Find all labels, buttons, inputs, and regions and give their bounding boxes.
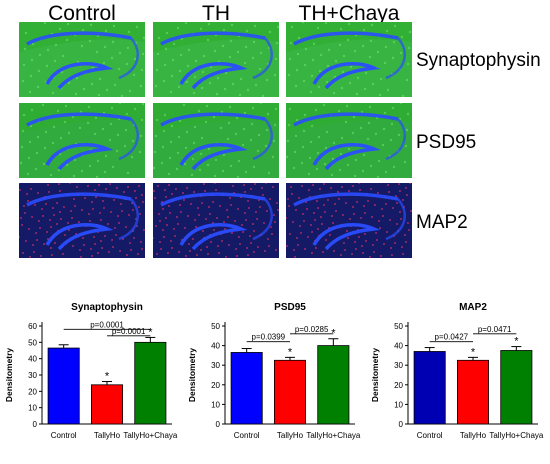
column-title-th: TH (202, 2, 230, 25)
psd95-x-tick-label: TallyHo+Chaya (306, 431, 361, 440)
synaptophysin-chart-title: Synaptophysin (71, 302, 143, 313)
micrograph-synaptophysin-th (153, 22, 279, 97)
psd95-y-tick-label: 10 (211, 400, 220, 409)
map2-significance-star: * (514, 336, 519, 348)
psd95-p-value: p=0.0285 (295, 325, 329, 334)
synaptophysin-y-tick-label: 0 (33, 420, 38, 429)
synaptophysin-x-tick-label: Control (51, 431, 77, 440)
synaptophysin-y-axis-label: Densitometry (4, 348, 14, 403)
synaptophysin-y-tick-label: 20 (28, 387, 37, 396)
psd95-bar-control (230, 352, 263, 425)
map2-p-value: p=0.0427 (435, 333, 469, 342)
column-title-th-chaya: TH+Chaya (298, 2, 400, 25)
synaptophysin-y-tick-label: 30 (28, 371, 37, 380)
synaptophysin-y-tick-label: 50 (28, 338, 37, 347)
micrograph-map2-th (153, 183, 279, 258)
map2-y-tick-label: 20 (394, 381, 403, 390)
micrograph-map2-th-chaya (286, 183, 412, 258)
psd95-significance-star: * (288, 346, 293, 358)
psd95-chart-title: PSD95 (274, 302, 306, 313)
synaptophysin-bar-tallyho-chaya (134, 341, 167, 425)
row-label-synaptophysin: Synaptophysin (416, 50, 541, 71)
micrograph-map2-control (19, 183, 145, 258)
chart-psd95: PSD95 Densitometry 0 10 20 30 40 50 Control Tally… (183, 296, 363, 464)
psd95-y-tick-label: 30 (211, 361, 220, 370)
map2-x-tick-label: Control (417, 431, 443, 440)
map2-x-tick-label: TallyHo+Chaya (489, 431, 544, 440)
synaptophysin-p-value: p=0.0001 (90, 320, 124, 329)
psd95-x-tick-label: Control (234, 431, 260, 440)
chart-map2-svg: MAP2 Densitometry 0 10 20 30 40 50 Control TallyH… (370, 302, 544, 440)
micrograph-psd95-th (153, 103, 279, 178)
map2-y-tick-label: 30 (394, 361, 403, 370)
map2-p-value: p=0.0471 (478, 325, 512, 334)
map2-y-tick-label: 10 (394, 400, 403, 409)
psd95-bar-tallyho-chaya (317, 345, 350, 425)
column-title-control: Control (48, 2, 116, 25)
row-label-map2: MAP2 (416, 212, 468, 233)
micrograph-psd95-th-chaya (286, 103, 412, 178)
synaptophysin-y-tick-label: 60 (28, 322, 37, 331)
map2-bar-tallyho-chaya (500, 350, 533, 425)
psd95-y-axis-label: Densitometry (187, 348, 197, 403)
chart-synaptophysin-svg: Synaptophysin Densitometry 0 10 20 30 40 50 60 Co… (4, 302, 178, 440)
synaptophysin-significance-star: * (148, 326, 153, 338)
synaptophysin-p-value: p=0.0001 (112, 327, 146, 336)
map2-chart-title: MAP2 (459, 302, 487, 313)
map2-y-tick-label: 0 (399, 420, 404, 429)
psd95-bar-tallyho (274, 359, 307, 425)
map2-bar-tallyho (457, 359, 490, 425)
psd95-p-value: p=0.0399 (252, 333, 286, 342)
map2-y-tick-label: 40 (394, 342, 403, 351)
row-label-psd95: PSD95 (416, 132, 477, 153)
chart-synaptophysin: Synaptophysin Densitometry 0 10 20 30 40 50 60 Co… (0, 296, 180, 464)
chart-map2: MAP2 Densitometry 0 10 20 30 40 50 Control TallyH… (366, 296, 546, 464)
map2-y-axis-label: Densitometry (370, 348, 380, 403)
chart-psd95-svg: PSD95 Densitometry 0 10 20 30 40 50 Control Tally… (187, 302, 361, 440)
micrograph-synaptophysin-control (19, 22, 145, 97)
psd95-x-tick-label: TallyHo (277, 431, 304, 440)
synaptophysin-x-tick-label: TallyHo+Chaya (123, 431, 178, 440)
synaptophysin-x-tick-label: TallyHo (94, 431, 121, 440)
psd95-y-tick-label: 20 (211, 381, 220, 390)
micrograph-psd95-control (19, 103, 145, 178)
synaptophysin-y-tick-label: 10 (28, 404, 37, 413)
synaptophysin-significance-star: * (105, 371, 110, 383)
map2-bar-control (413, 351, 446, 425)
psd95-significance-star: * (331, 328, 336, 340)
psd95-y-tick-label: 50 (211, 322, 220, 331)
map2-y-tick-label: 50 (394, 322, 403, 331)
map2-significance-star: * (471, 346, 476, 358)
synaptophysin-bar-control (47, 347, 80, 425)
synaptophysin-bar-tallyho (91, 384, 124, 425)
psd95-y-tick-label: 0 (216, 420, 221, 429)
micrograph-synaptophysin-th-chaya (286, 22, 412, 97)
psd95-y-tick-label: 40 (211, 342, 220, 351)
synaptophysin-y-tick-label: 40 (28, 355, 37, 364)
map2-x-tick-label: TallyHo (460, 431, 487, 440)
